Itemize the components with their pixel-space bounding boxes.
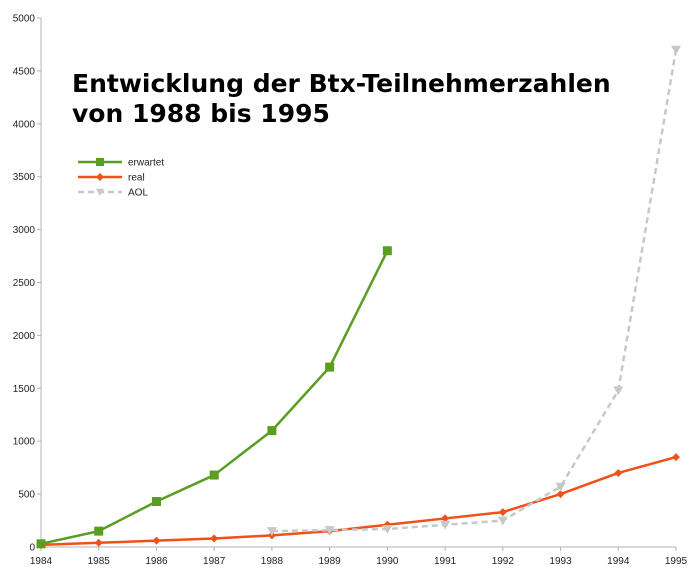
x-tick-label: 1994 [607, 556, 630, 567]
series-group [36, 45, 681, 549]
series-real [37, 453, 680, 549]
data-point-aol [382, 525, 393, 535]
x-tick-label: 1984 [30, 556, 53, 567]
y-tick-label: 3000 [13, 225, 36, 236]
y-tick-label: 3500 [13, 172, 36, 183]
y-tick-label: 4500 [13, 66, 36, 77]
data-point-erwartet [267, 426, 277, 436]
data-point-erwartet [382, 246, 392, 256]
series-line-aol [271, 49, 678, 533]
x-tick-label: 1992 [492, 556, 515, 567]
x-tick-label: 1985 [88, 556, 111, 567]
series-line-erwartet [40, 250, 389, 546]
legend-label: AOL [128, 188, 148, 199]
x-tick-label: 1987 [203, 556, 226, 567]
data-point-aol [266, 527, 277, 537]
legend-swatch-marker [96, 158, 104, 166]
legend-item-real: real [78, 173, 145, 184]
y-tick-label: 2500 [13, 278, 36, 289]
y-tick-label: 5000 [13, 14, 36, 25]
y-tick-label: 500 [18, 490, 35, 501]
x-tick-label: 1986 [145, 556, 168, 567]
legend: erwartet real AOL [78, 158, 164, 199]
x-tick-label: 1993 [549, 556, 572, 567]
axes: 0 500 1000 1500 2000 2500 3000 3500 4000 4500 5000… [13, 14, 688, 568]
y-tick-label: 4000 [13, 119, 36, 130]
legend-swatch-marker [96, 188, 104, 196]
y-tick-label: 1000 [13, 437, 36, 448]
series-line-real [40, 455, 677, 547]
data-point-erwartet [325, 362, 335, 372]
data-point-erwartet [94, 526, 104, 536]
series-aol [266, 45, 681, 537]
series-erwartet [36, 246, 392, 549]
data-point-erwartet [151, 497, 161, 507]
data-point-real [210, 534, 219, 543]
data-point-real [672, 453, 680, 462]
legend-item-aol: AOL [78, 188, 148, 199]
chart-title-line-1: Entwicklung der Btx-Teilnehmerzahlen [72, 69, 611, 98]
data-point-real [614, 468, 623, 477]
data-point-real [498, 508, 507, 517]
y-tick-label: 2000 [13, 331, 36, 342]
data-point-aol [497, 516, 508, 526]
data-point-aol [555, 482, 566, 492]
y-tick-label: 1500 [13, 384, 36, 395]
chart-title-line-2: von 1988 bis 1995 [72, 99, 330, 128]
data-point-real [94, 538, 103, 547]
data-point-erwartet [36, 539, 46, 549]
x-tick-label: 1990 [376, 556, 399, 567]
y-tick-label: 0 [29, 543, 35, 554]
x-tick-label: 1991 [434, 556, 457, 567]
data-point-aol [324, 526, 335, 536]
legend-item-erwartet: erwartet [78, 158, 164, 169]
data-point-erwartet [209, 470, 219, 480]
legend-label: erwartet [128, 158, 164, 169]
x-tick-label: 1988 [261, 556, 284, 567]
x-tick-label: 1995 [665, 556, 688, 567]
data-point-real [556, 490, 565, 499]
x-tick-label: 1989 [319, 556, 342, 567]
data-point-aol [440, 520, 451, 530]
legend-label: real [128, 173, 145, 184]
data-point-aol [613, 386, 624, 396]
data-point-real [152, 536, 161, 545]
data-point-aol [671, 45, 681, 55]
legend-swatch-marker [96, 173, 104, 181]
data-point-real [441, 514, 450, 523]
